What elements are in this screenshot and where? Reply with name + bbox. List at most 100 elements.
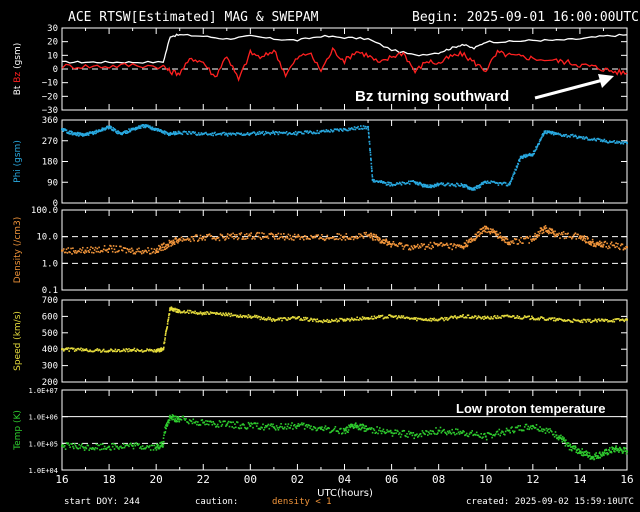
- temp-point: [75, 446, 78, 449]
- phi-point: [501, 183, 503, 186]
- phi-point: [109, 125, 112, 128]
- temp-point: [529, 426, 531, 429]
- speed-point: [61, 348, 63, 351]
- temp-point: [402, 429, 405, 432]
- phi-point: [386, 183, 388, 186]
- phi-point: [180, 132, 183, 135]
- density-point: [215, 239, 217, 241]
- temp-point: [591, 456, 594, 459]
- speed-point: [333, 319, 336, 322]
- phi-point: [109, 126, 111, 128]
- speed-point: [300, 317, 302, 320]
- speed-point: [430, 320, 433, 322]
- density-point: [197, 240, 199, 242]
- temp-point: [368, 428, 370, 430]
- density-point: [217, 236, 220, 239]
- density-point: [577, 233, 579, 236]
- speed-point: [458, 316, 461, 318]
- density-point: [229, 235, 232, 237]
- phi-point: [173, 133, 176, 136]
- phi-point: [124, 130, 126, 132]
- temp-point: [538, 430, 540, 432]
- temp-point: [503, 433, 505, 435]
- temp-point: [365, 425, 367, 427]
- speed-point: [88, 350, 90, 353]
- temp-point: [63, 446, 65, 448]
- phi-point: [149, 125, 151, 127]
- phi-point: [341, 130, 344, 132]
- phi-point: [535, 148, 538, 150]
- speed-point: [216, 311, 218, 314]
- density-point: [64, 251, 67, 254]
- speed-point: [168, 314, 170, 317]
- phi-point: [174, 132, 176, 134]
- speed-point: [347, 318, 349, 321]
- phi-point: [242, 134, 244, 136]
- density-point: [599, 245, 602, 248]
- density-point: [226, 233, 229, 235]
- temp-point: [64, 448, 67, 450]
- temp-point: [299, 423, 301, 426]
- speed-point: [133, 347, 136, 350]
- temp-point: [470, 432, 473, 434]
- density-point: [388, 241, 391, 243]
- temp-point: [276, 427, 279, 429]
- temp-point: [359, 424, 361, 427]
- density-point: [284, 236, 287, 239]
- phi-point: [461, 184, 464, 186]
- speed-point: [262, 318, 264, 320]
- density-point: [123, 247, 126, 249]
- phi-point: [609, 140, 611, 142]
- speed-point: [511, 315, 513, 318]
- temp-point: [119, 446, 121, 448]
- density-point: [344, 239, 347, 241]
- density-point: [547, 229, 549, 232]
- temp-point: [172, 414, 174, 417]
- temp-point: [567, 444, 570, 447]
- speed-point: [303, 318, 306, 321]
- density-point: [104, 249, 107, 251]
- phi-point: [371, 174, 373, 176]
- temp-point: [111, 445, 114, 448]
- density-point: [283, 238, 286, 241]
- phi-point: [311, 132, 313, 134]
- phi-point: [368, 132, 370, 135]
- phi-point: [128, 130, 131, 133]
- temp-point: [109, 448, 111, 451]
- density-point: [418, 245, 421, 247]
- speed-point: [361, 316, 364, 318]
- phi-point: [524, 155, 526, 157]
- phi-point: [564, 134, 567, 136]
- density-point: [363, 232, 366, 234]
- temp-point: [575, 446, 577, 449]
- speed-point: [196, 312, 198, 314]
- speed-point: [212, 312, 214, 314]
- speed-point: [451, 316, 453, 318]
- phi-point: [534, 149, 537, 151]
- density-point: [486, 231, 488, 234]
- density-point: [563, 237, 566, 240]
- speed-point: [218, 313, 221, 315]
- temp-point: [394, 429, 396, 431]
- temp-point: [567, 442, 570, 444]
- speed-point: [163, 342, 165, 345]
- temp-point: [510, 427, 512, 429]
- temp-point: [457, 431, 460, 434]
- density-point: [599, 240, 601, 243]
- density-point: [464, 242, 467, 245]
- phi-point: [599, 138, 601, 141]
- speed-point: [577, 319, 579, 321]
- temp-point: [582, 452, 585, 455]
- phi-point: [107, 127, 110, 130]
- temp-point: [626, 450, 628, 453]
- phi-point: [281, 131, 283, 134]
- temp-point: [410, 432, 413, 434]
- phi-point: [446, 182, 449, 185]
- density-point: [427, 243, 430, 246]
- phi-point: [324, 130, 327, 133]
- density-point: [356, 237, 358, 240]
- temp-point: [269, 424, 272, 427]
- temp-point: [484, 435, 487, 438]
- phi-point: [433, 186, 435, 188]
- density-point: [533, 239, 535, 241]
